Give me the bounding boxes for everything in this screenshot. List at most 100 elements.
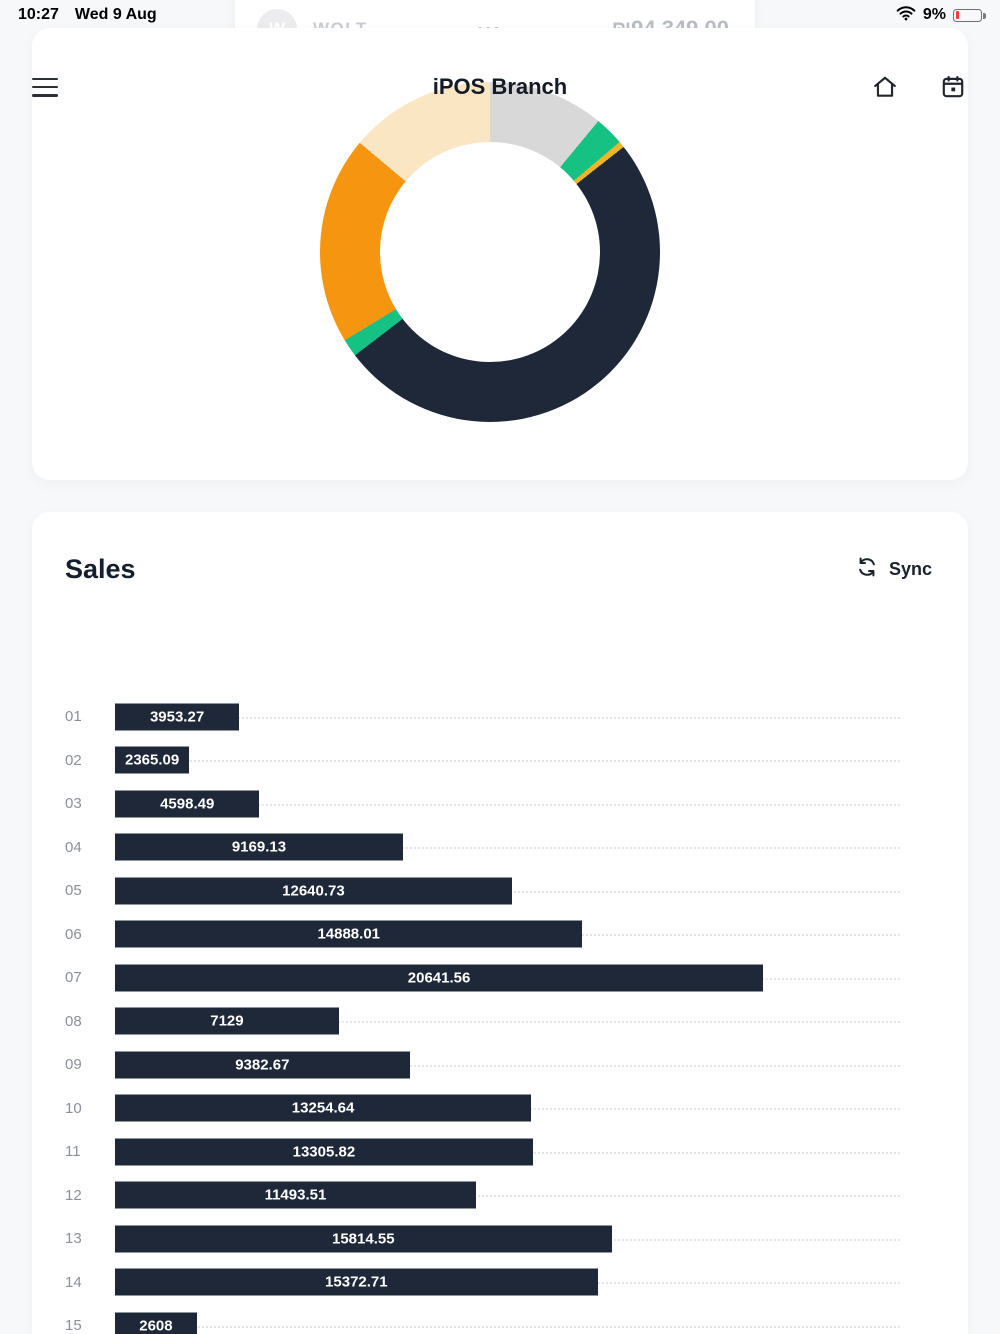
bar-row: 06 14888.01: [65, 913, 900, 957]
bar-value-label: 2365.09: [125, 751, 180, 769]
gridline: [115, 847, 900, 850]
home-icon[interactable]: [870, 72, 900, 102]
bar-category-label: 05: [65, 882, 82, 900]
bar-category-label: 12: [65, 1186, 82, 1204]
bar-track: 2608: [115, 1304, 900, 1334]
sales-title: Sales: [65, 554, 136, 584]
bar-value-label: 11493.51: [264, 1186, 327, 1204]
bar[interactable]: 20641.56: [115, 964, 764, 992]
bar[interactable]: 12640.73: [115, 877, 512, 905]
bar[interactable]: 11493.51: [115, 1181, 476, 1209]
bar-category-label: 10: [65, 1099, 82, 1117]
wifi-icon: [896, 5, 916, 26]
bar[interactable]: 2608: [115, 1312, 197, 1334]
bar-value-label: 13254.64: [291, 1099, 355, 1117]
bar-value-label: 2608: [139, 1317, 173, 1334]
bar-category-label: 13: [65, 1230, 82, 1248]
bar-track: 9382.67: [115, 1043, 900, 1087]
bar-row: 05 12640.73: [65, 869, 900, 913]
bar-track: 11493.51: [115, 1174, 900, 1218]
gridline: [115, 803, 900, 806]
bar-row: 01 3953.27: [65, 695, 900, 739]
gridline: [115, 1021, 900, 1024]
bar-category-label: 15: [65, 1317, 82, 1334]
bar-track: 13305.82: [115, 1130, 900, 1174]
gridline: [115, 1064, 900, 1067]
bar-value-label: 12640.73: [282, 882, 345, 900]
status-date: Wed 9 Aug: [74, 6, 157, 23]
gridline: [115, 760, 900, 763]
gridline: [115, 1195, 900, 1198]
clock-time: 10:27: [18, 6, 59, 23]
bar-row: 11 13305.82: [65, 1130, 900, 1174]
bar-category-label: 04: [65, 838, 82, 856]
bar-value-label: 3953.27: [149, 708, 205, 726]
bar-row: 14 15372.71: [65, 1261, 900, 1305]
bar[interactable]: 15372.71: [115, 1268, 598, 1296]
donut-chart-card: [32, 28, 968, 480]
bar-track: 14888.01: [115, 913, 900, 957]
bar-value-label: 15814.55: [331, 1230, 395, 1248]
bar-category-label: 11: [65, 1143, 81, 1161]
bar-track: 3953.27: [115, 695, 900, 739]
bar[interactable]: 3953.27: [115, 703, 240, 731]
bar[interactable]: 13305.82: [115, 1138, 533, 1166]
bar[interactable]: 9169.13: [115, 833, 403, 861]
bar[interactable]: 7129: [115, 1007, 339, 1035]
bar-value-label: 20641.56: [407, 969, 471, 987]
header: iPOS Branch: [0, 58, 1000, 116]
bar-category-label: 06: [65, 925, 82, 943]
donut-hole: [380, 142, 600, 362]
bar[interactable]: 14888.01: [115, 920, 583, 948]
bar-value-label: 15372.71: [325, 1273, 388, 1291]
bar-track: 13254.64: [115, 1087, 900, 1131]
battery-percent: 9%: [922, 6, 946, 23]
sales-card: Sales Sync 01 3953.27 02 2365.09 03 4598.49 04…: [32, 512, 968, 1334]
sync-icon: [856, 556, 878, 583]
donut-chart[interactable]: [320, 82, 660, 422]
bar-track: 20641.56: [115, 956, 900, 1000]
bar[interactable]: 4598.49: [115, 790, 260, 818]
bar-track: 9169.13: [115, 826, 900, 870]
bar-track: 15814.55: [115, 1217, 900, 1261]
bar[interactable]: 13254.64: [115, 1094, 532, 1122]
gridline: [115, 716, 900, 719]
bar-category-label: 01: [65, 708, 82, 726]
bar-row: 15 2608: [65, 1304, 900, 1334]
bar-track: 2365.09: [115, 739, 900, 783]
bar[interactable]: 9382.67: [115, 1051, 410, 1079]
bar-value-label: 14888.01: [317, 925, 381, 943]
sync-label: Sync: [888, 559, 932, 579]
status-bar: 10:27 Wed 9 Aug 9%: [0, 0, 1000, 30]
bar-category-label: 02: [65, 751, 82, 769]
bar-value-label: 4598.49: [160, 795, 215, 813]
bar-category-label: 07: [65, 969, 82, 987]
bar-value-label: 9382.67: [235, 1056, 290, 1074]
bar-track: 4598.49: [115, 782, 900, 826]
bar-value-label: 7129: [210, 1012, 244, 1030]
bar-row: 08 7129: [65, 1000, 900, 1044]
battery-icon: [953, 8, 986, 22]
bar-value-label: 13305.82: [292, 1143, 356, 1161]
bar-track: 7129: [115, 1000, 900, 1044]
bar-track: 12640.73: [115, 869, 900, 913]
bar-track: 15372.71: [115, 1261, 900, 1305]
bar[interactable]: 2365.09: [115, 746, 190, 774]
bar-category-label: 14: [65, 1273, 82, 1291]
bar-row: 13 15814.55: [65, 1217, 900, 1261]
gridline: [115, 1325, 900, 1328]
bar-row: 03 4598.49: [65, 782, 900, 826]
bar-category-label: 08: [65, 1012, 82, 1030]
bar-category-label: 09: [65, 1056, 82, 1074]
bar-row: 10 13254.64: [65, 1087, 900, 1131]
page-title: iPOS Branch: [432, 74, 568, 99]
sync-button[interactable]: Sync: [856, 556, 932, 583]
menu-icon[interactable]: [32, 77, 58, 97]
bar-category-label: 03: [65, 795, 82, 813]
bar-row: 04 9169.13: [65, 826, 900, 870]
bar-row: 09 9382.67: [65, 1043, 900, 1087]
bar-value-label: 9169.13: [231, 838, 287, 856]
calendar-icon[interactable]: [938, 72, 968, 102]
bar[interactable]: 15814.55: [115, 1225, 612, 1253]
